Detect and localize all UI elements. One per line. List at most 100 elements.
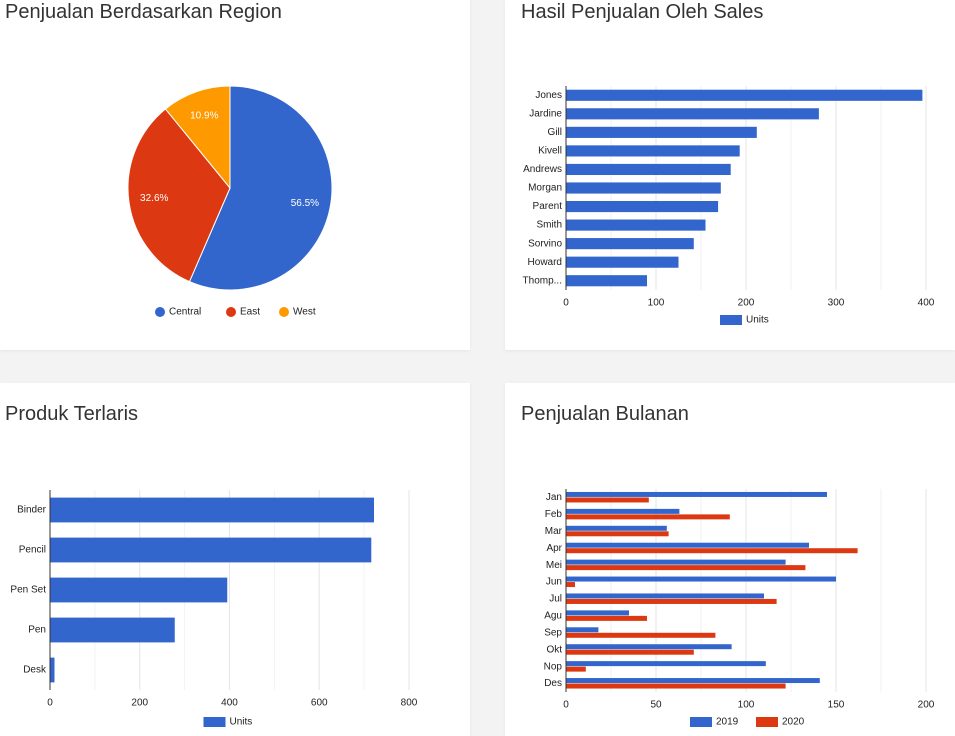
sales-bar-chart: 0 100 200 300 400 Jones Jardine Gill Kivell Andre… (523, 86, 935, 326)
bar-2019 (566, 627, 599, 633)
produk-bar-chart: 0 200 400 600 800 Binder Pencil Pen Set Pen Desk U… (10, 490, 418, 728)
bar-2020 (566, 531, 669, 537)
legend-swatch-2020 (756, 717, 778, 727)
bar-units (566, 219, 706, 231)
bulanan-bar-chart: 0 50 100 150 200 Jan Feb Mar Apr Mei Jun Jul Agu Sep O… (544, 489, 935, 728)
legend-dot-east (226, 307, 236, 317)
bar-2019 (566, 559, 786, 565)
bar-units (50, 537, 372, 563)
x-tick-label: 0 (563, 700, 569, 711)
y-tick-label: Parent (533, 201, 563, 212)
bar-units (566, 275, 647, 287)
bar-units (566, 89, 923, 101)
legend-dot-central (155, 307, 165, 317)
x-tick-label: 200 (738, 298, 755, 309)
y-tick-label: Mar (545, 526, 563, 537)
legend-dot-west (279, 307, 289, 317)
bar-units (566, 182, 721, 194)
legend-swatch-units (720, 315, 742, 325)
y-tick-label: Pen (28, 625, 46, 636)
y-tick-label: Binder (17, 505, 47, 516)
y-tick-label: Mei (546, 560, 562, 571)
y-tick-label: Nop (544, 661, 563, 672)
chart-plot-group: 0 50 100 150 200 Jan Feb Mar Apr Mei Jun Jul Agu Sep O… (544, 489, 935, 728)
bar-2019 (566, 525, 667, 531)
legend-label: Units (746, 315, 769, 326)
bar-2020 (566, 565, 806, 571)
y-tick-label: Pen Set (10, 585, 46, 596)
y-tick-label: Jun (546, 577, 562, 588)
legend-label: 2020 (782, 717, 805, 728)
y-tick-label: Apr (546, 543, 562, 554)
bar-units (566, 238, 694, 250)
legend-label: Central (169, 307, 201, 318)
y-tick-label: Sep (544, 627, 562, 638)
bar-2020 (566, 514, 730, 520)
x-tick-label: 150 (828, 700, 845, 711)
bar-units (50, 617, 175, 643)
sales-chart-card: Hasil Penjualan Oleh Sales 0 100 200 300 400… (505, 0, 955, 350)
bar-2020 (566, 548, 858, 554)
y-tick-label: Thomp... (523, 275, 562, 286)
pie-slice-central (188, 85, 333, 291)
region-pie-chart: 56.5% 32.6% 10.9% Central East West (127, 85, 333, 318)
legend-swatch-2019 (690, 717, 712, 727)
legend-swatch-units (203, 717, 226, 727)
y-tick-label: Sorvino (528, 238, 562, 249)
bar-2019 (566, 542, 809, 548)
x-tick-label: 800 (401, 698, 418, 709)
chart-plot-group: 0 200 400 600 800 Binder Pencil Pen Set Pen Desk U… (10, 490, 418, 728)
pie-slice-west (164, 85, 231, 190)
y-tick-label: Desk (23, 665, 47, 676)
bar-units (566, 256, 679, 268)
y-tick-label: Jan (546, 492, 562, 503)
pie-slice-label: 32.6% (140, 193, 168, 204)
y-tick-label: Agu (544, 611, 562, 622)
x-tick-label: 200 (131, 698, 148, 709)
bulanan-chart-card: Penjualan Bulanan 0 50 100 150 200 Jan Feb Mar A… (505, 383, 955, 736)
region-chart-title: Penjualan Berdasarkan Region (5, 1, 282, 23)
bar-2020 (566, 683, 786, 689)
x-tick-label: 50 (650, 700, 662, 711)
y-tick-label: Jul (549, 594, 562, 605)
x-tick-label: 100 (648, 298, 665, 309)
bar-units (566, 126, 757, 138)
bar-units (50, 657, 55, 683)
bar-2020 (566, 649, 694, 655)
bar-2020 (566, 632, 716, 638)
y-tick-label: Pencil (19, 545, 46, 556)
y-tick-label: Jones (535, 90, 562, 101)
bar-units (566, 200, 719, 213)
bar-units (50, 577, 228, 603)
bar-2020 (566, 615, 647, 621)
y-tick-label: Smith (536, 220, 562, 231)
bar-2020 (566, 582, 575, 588)
y-tick-label: Andrews (523, 164, 562, 175)
bar-2020 (566, 497, 649, 503)
bar-2019 (566, 678, 820, 684)
y-tick-label: Feb (545, 509, 563, 520)
legend-label: 2019 (716, 717, 739, 728)
x-tick-label: 0 (47, 698, 53, 709)
x-tick-label: 100 (738, 700, 755, 711)
bar-2019 (566, 576, 836, 582)
bar-2019 (566, 491, 827, 497)
bar-units (566, 145, 740, 157)
y-tick-label: Jardine (529, 108, 562, 119)
region-chart-card: Penjualan Berdasarkan Region 56.5% 32.6% 1… (0, 0, 470, 350)
pie-slice-label: 56.5% (291, 198, 319, 209)
x-tick-label: 400 (918, 298, 935, 309)
legend-label: East (240, 307, 260, 318)
x-tick-label: 0 (563, 298, 569, 309)
y-tick-label: Okt (546, 644, 562, 655)
x-tick-label: 600 (311, 698, 328, 709)
bar-2019 (566, 610, 629, 616)
y-tick-label: Gill (548, 127, 562, 138)
pie-slice-east (127, 108, 231, 283)
produk-chart-card: Produk Terlaris 0 200 400 600 800 Binder Penci… (0, 383, 470, 736)
bar-2019 (566, 508, 680, 514)
bar-2019 (566, 593, 764, 599)
bar-2020 (566, 666, 586, 672)
bar-2019 (566, 661, 766, 667)
bar-2019 (566, 644, 732, 650)
